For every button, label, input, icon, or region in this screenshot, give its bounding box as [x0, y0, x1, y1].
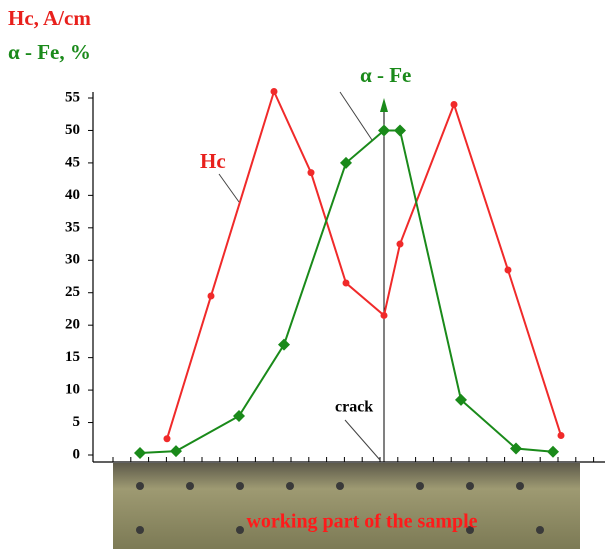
- point: [455, 393, 467, 406]
- point: [134, 447, 146, 460]
- point: [396, 240, 404, 248]
- point: [207, 292, 215, 300]
- annotation: α - Fe: [360, 63, 411, 87]
- point: [278, 338, 290, 351]
- point: [547, 445, 559, 458]
- point: [163, 435, 171, 443]
- point: [504, 266, 512, 274]
- annotation: Hc: [200, 149, 226, 173]
- y-axis-label: Hc, A/cm: [8, 6, 91, 30]
- leader-line: [339, 91, 373, 141]
- point: [340, 156, 352, 169]
- point: [342, 279, 350, 287]
- y-tick-label: 20: [65, 317, 80, 333]
- point: [270, 88, 278, 96]
- annotation: crack: [335, 399, 373, 416]
- series-line: [166, 88, 562, 440]
- photo-texture: [136, 482, 544, 534]
- point: [170, 445, 182, 458]
- sample-photo: [113, 463, 580, 549]
- point: [394, 124, 406, 137]
- y-tick-label: 5: [73, 414, 81, 430]
- y-tick-label: 0: [73, 446, 81, 462]
- crack-arrow: [380, 98, 388, 112]
- leader-line: [218, 173, 240, 203]
- y-tick-label: 10: [65, 382, 80, 398]
- point: [378, 124, 390, 137]
- y-tick-label: 50: [65, 122, 80, 138]
- point: [557, 432, 565, 440]
- point: [380, 311, 388, 319]
- y-tick-label: 15: [65, 349, 80, 365]
- y-tick-label: 55: [65, 89, 80, 105]
- point: [510, 442, 522, 455]
- y-tick-label: 40: [65, 187, 80, 203]
- leader-line: [344, 419, 381, 461]
- y-tick-label: 45: [65, 154, 80, 170]
- point: [233, 410, 245, 423]
- y-tick-label: 25: [65, 284, 80, 300]
- series-line: [139, 129, 554, 455]
- y-tick-label: 35: [65, 219, 80, 235]
- y-tick-label: 30: [65, 252, 80, 268]
- y-axis-label: α - Fe, %: [8, 40, 91, 64]
- point: [450, 100, 458, 108]
- annotation: working part of the sample: [246, 511, 477, 533]
- point: [307, 169, 315, 177]
